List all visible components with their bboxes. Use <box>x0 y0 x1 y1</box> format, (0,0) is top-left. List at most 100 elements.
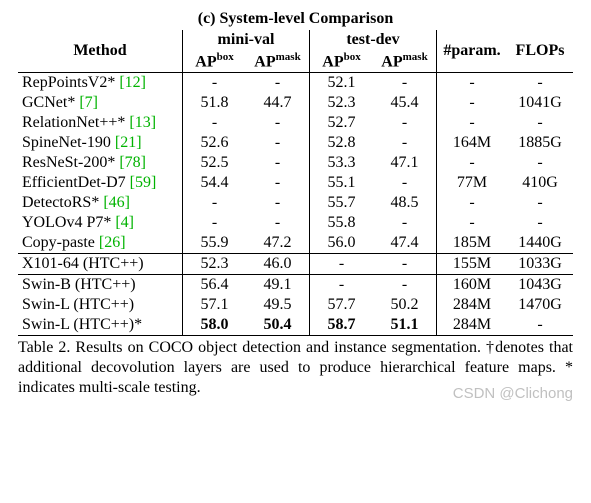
cell-flops: - <box>507 73 573 94</box>
cell-td-apbox: 52.8 <box>310 133 374 153</box>
table-header: Method mini-val test-dev #param. FLOPs A… <box>18 30 573 73</box>
citation-link[interactable]: [4] <box>115 214 134 231</box>
table-row: RepPointsV2* [12]--52.1--- <box>18 73 573 94</box>
cell-td-apmask: 51.1 <box>373 315 437 336</box>
table-title: (c) System-level Comparison <box>18 10 573 28</box>
cell-td-apbox: 57.7 <box>310 295 374 315</box>
table-row: YOLOv4 P7* [4]--55.8--- <box>18 213 573 233</box>
cell-mv-apmask: - <box>246 133 310 153</box>
method-text: DetectoRS* <box>22 194 103 211</box>
cell-mv-apbox: - <box>183 73 247 94</box>
method-text: SpineNet-190 <box>22 134 115 151</box>
cell-flops: 1041G <box>507 93 573 113</box>
citation-link[interactable]: [13] <box>129 114 156 131</box>
method-text: YOLOv4 P7* <box>22 214 115 231</box>
cell-td-apmask: - <box>373 173 437 193</box>
cell-mv-apmask: - <box>246 113 310 133</box>
cell-method: Swin-L (HTC++)* <box>18 315 183 336</box>
cell-td-apmask: 47.4 <box>373 233 437 254</box>
cell-flops: - <box>507 315 573 336</box>
cell-td-apbox: 55.7 <box>310 193 374 213</box>
method-text: Swin-L (HTC++)* <box>22 316 142 333</box>
cell-method: GCNet* [7] <box>18 93 183 113</box>
cell-td-apbox: 52.7 <box>310 113 374 133</box>
cell-mv-apmask: - <box>246 153 310 173</box>
cell-td-apmask: 47.1 <box>373 153 437 173</box>
cell-td-apmask: - <box>373 213 437 233</box>
cell-mv-apbox: 52.3 <box>183 254 247 275</box>
cell-flops: 1033G <box>507 254 573 275</box>
table-row: GCNet* [7]51.844.752.345.4-1041G <box>18 93 573 113</box>
method-text: Swin-B (HTC++) <box>22 276 136 293</box>
citation-link[interactable]: [7] <box>79 94 98 111</box>
cell-flops: - <box>507 113 573 133</box>
citation-link[interactable]: [21] <box>115 134 142 151</box>
cell-td-apmask: 45.4 <box>373 93 437 113</box>
cell-method: ResNeSt-200* [78] <box>18 153 183 173</box>
cell-mv-apmask: - <box>246 73 310 94</box>
cell-td-apbox: 56.0 <box>310 233 374 254</box>
cell-method: DetectoRS* [46] <box>18 193 183 213</box>
cell-param: - <box>437 193 508 213</box>
col-mv-apbox: APbox <box>183 50 247 73</box>
cell-method: RelationNet++* [13] <box>18 113 183 133</box>
cell-td-apbox: 52.3 <box>310 93 374 113</box>
method-text: X101-64 (HTC++) <box>22 255 144 272</box>
cell-td-apmask: 48.5 <box>373 193 437 213</box>
cell-param: 155M <box>437 254 508 275</box>
cell-method: SpineNet-190 [21] <box>18 133 183 153</box>
cell-mv-apbox: 58.0 <box>183 315 247 336</box>
cell-mv-apbox: - <box>183 213 247 233</box>
cell-td-apbox: - <box>310 254 374 275</box>
cell-method: EfficientDet-D7 [59] <box>18 173 183 193</box>
citation-link[interactable]: [59] <box>130 174 157 191</box>
citation-link[interactable]: [12] <box>119 74 146 91</box>
cell-mv-apmask: 44.7 <box>246 93 310 113</box>
cell-mv-apbox: 54.4 <box>183 173 247 193</box>
cell-param: - <box>437 113 508 133</box>
table-body: RepPointsV2* [12]--52.1---GCNet* [7]51.8… <box>18 73 573 336</box>
cell-mv-apmask: - <box>246 193 310 213</box>
cell-param: - <box>437 73 508 94</box>
col-td-apmask: APmask <box>373 50 437 73</box>
cell-td-apmask: - <box>373 254 437 275</box>
cell-mv-apbox: - <box>183 193 247 213</box>
cell-mv-apmask: 49.5 <box>246 295 310 315</box>
col-td-apbox: APbox <box>310 50 374 73</box>
col-mv-apmask: APmask <box>246 50 310 73</box>
table-row: Swin-B (HTC++)56.449.1--160M1043G <box>18 275 573 296</box>
cell-mv-apmask: 47.2 <box>246 233 310 254</box>
cell-method: Swin-L (HTC++) <box>18 295 183 315</box>
cell-td-apbox: 53.3 <box>310 153 374 173</box>
cell-mv-apmask: - <box>246 213 310 233</box>
table-row: Swin-L (HTC++)*58.050.458.751.1284M- <box>18 315 573 336</box>
citation-link[interactable]: [26] <box>99 234 126 251</box>
cell-mv-apmask: 50.4 <box>246 315 310 336</box>
table-row: SpineNet-190 [21]52.6-52.8-164M1885G <box>18 133 573 153</box>
citation-link[interactable]: [78] <box>119 154 146 171</box>
method-text: RelationNet++* <box>22 114 129 131</box>
cell-flops: 1440G <box>507 233 573 254</box>
citation-link[interactable]: [46] <box>103 194 130 211</box>
table-row: X101-64 (HTC++)52.346.0--155M1033G <box>18 254 573 275</box>
cell-mv-apbox: 52.5 <box>183 153 247 173</box>
cell-mv-apbox: 52.6 <box>183 133 247 153</box>
cell-method: X101-64 (HTC++) <box>18 254 183 275</box>
method-text: EfficientDet-D7 <box>22 174 130 191</box>
table-row: Copy-paste [26]55.947.256.047.4185M1440G <box>18 233 573 254</box>
cell-flops: - <box>507 153 573 173</box>
cell-param: 185M <box>437 233 508 254</box>
method-text: Copy-paste <box>22 234 99 251</box>
method-text: RepPointsV2* <box>22 74 119 91</box>
comparison-table: Method mini-val test-dev #param. FLOPs A… <box>18 30 573 336</box>
cell-flops: 1885G <box>507 133 573 153</box>
cell-td-apmask: - <box>373 275 437 296</box>
cell-td-apmask: - <box>373 73 437 94</box>
table-row: RelationNet++* [13]--52.7--- <box>18 113 573 133</box>
cell-td-apbox: 55.8 <box>310 213 374 233</box>
col-param: #param. <box>437 30 508 73</box>
colgroup-testdev: test-dev <box>310 30 437 50</box>
cell-param: 164M <box>437 133 508 153</box>
cell-td-apmask: 50.2 <box>373 295 437 315</box>
cell-mv-apmask: 46.0 <box>246 254 310 275</box>
